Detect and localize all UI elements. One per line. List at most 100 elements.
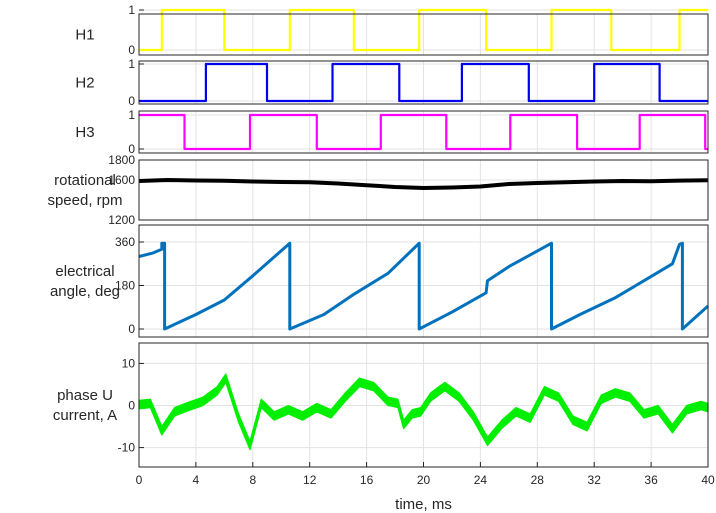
data-point bbox=[678, 243, 681, 246]
data-point bbox=[394, 186, 396, 188]
x-tick-label: 0 bbox=[136, 473, 143, 487]
data-point bbox=[528, 63, 530, 65]
x-tick-label: 28 bbox=[531, 473, 545, 487]
data-point bbox=[681, 242, 683, 244]
data-point bbox=[289, 328, 291, 330]
data-point bbox=[183, 148, 186, 150]
data-point bbox=[398, 63, 400, 65]
axes-frame bbox=[138, 60, 709, 105]
data-point bbox=[205, 63, 207, 65]
data-point bbox=[252, 180, 254, 183]
data-point bbox=[161, 9, 163, 11]
data-point bbox=[418, 9, 420, 11]
data-point bbox=[622, 180, 624, 182]
data-point bbox=[289, 9, 291, 11]
data-point bbox=[614, 296, 617, 299]
y-tick-label: 180 bbox=[115, 279, 135, 293]
data-point bbox=[550, 242, 553, 244]
data-point bbox=[418, 242, 420, 244]
data-point bbox=[223, 180, 225, 182]
data-point bbox=[216, 390, 218, 392]
data-point bbox=[593, 100, 595, 102]
data-point bbox=[309, 181, 311, 183]
series-line bbox=[139, 8, 708, 52]
data-point bbox=[643, 280, 645, 282]
data-point bbox=[486, 440, 489, 442]
y-axis-label: phase U bbox=[57, 387, 113, 404]
y-tick-label: 1200 bbox=[108, 213, 135, 227]
panel-phase-u-current: -10 0 10 phase U current, A 0 4 8 12 16 20 24 28 32 36… bbox=[53, 342, 715, 513]
data-point bbox=[593, 63, 595, 65]
axes-frame bbox=[138, 159, 709, 221]
data-point bbox=[678, 180, 681, 182]
x-axis-label: time, ms bbox=[395, 496, 452, 513]
data-point bbox=[579, 313, 581, 316]
panel-h3: 0 1 H3 bbox=[75, 108, 709, 156]
data-point bbox=[485, 9, 487, 11]
data-point bbox=[445, 114, 447, 116]
data-point bbox=[681, 328, 683, 330]
data-point bbox=[650, 180, 652, 182]
y-axis-label: angle, deg bbox=[50, 283, 120, 300]
y-tick-label: 1 bbox=[128, 3, 135, 17]
y-tick-label: 1800 bbox=[108, 153, 135, 167]
data-point bbox=[593, 180, 595, 183]
data-point bbox=[195, 313, 197, 316]
data-point bbox=[273, 415, 275, 417]
data-point bbox=[223, 299, 225, 301]
data-point bbox=[485, 49, 487, 51]
y-axis-label: speed, rpm bbox=[47, 192, 122, 209]
data-point bbox=[657, 409, 659, 411]
data-point bbox=[472, 415, 474, 417]
data-point bbox=[249, 114, 251, 116]
y-tick-label: 1 bbox=[128, 57, 135, 71]
data-point bbox=[316, 114, 318, 116]
data-point bbox=[164, 328, 166, 330]
y-tick-label: 0 bbox=[128, 322, 135, 336]
x-tick-label: 36 bbox=[644, 473, 658, 487]
data-point bbox=[280, 181, 282, 183]
data-point bbox=[509, 148, 511, 150]
data-point bbox=[344, 396, 346, 398]
data-point bbox=[202, 400, 204, 402]
axes-frame bbox=[138, 224, 709, 338]
data-point bbox=[600, 398, 602, 400]
data-point bbox=[461, 63, 463, 65]
data-point bbox=[358, 381, 361, 383]
data-point bbox=[536, 182, 538, 184]
data-point bbox=[260, 402, 262, 404]
data-point bbox=[249, 444, 251, 447]
y-tick-label: 0 bbox=[128, 94, 135, 108]
data-point bbox=[152, 252, 154, 254]
data-point bbox=[331, 63, 334, 65]
data-point bbox=[366, 184, 368, 186]
x-tick-label: 4 bbox=[193, 473, 200, 487]
y-axis-label: H3 bbox=[75, 124, 94, 141]
data-point bbox=[671, 428, 674, 430]
data-point bbox=[353, 49, 355, 51]
data-point bbox=[289, 242, 291, 244]
data-point bbox=[614, 392, 617, 394]
data-point bbox=[451, 186, 453, 189]
panel-h2: 0 1 H2 bbox=[75, 57, 709, 108]
x-tick-label: 32 bbox=[588, 473, 602, 487]
data-point bbox=[610, 9, 612, 11]
data-point bbox=[485, 292, 487, 294]
data-point bbox=[266, 100, 268, 102]
data-point bbox=[704, 148, 706, 150]
data-point bbox=[486, 280, 489, 282]
data-point bbox=[402, 423, 405, 426]
data-point bbox=[576, 114, 578, 116]
data-point bbox=[659, 100, 661, 102]
data-point bbox=[353, 9, 355, 11]
data-point bbox=[550, 49, 553, 51]
data-point bbox=[678, 9, 681, 11]
data-point bbox=[330, 413, 332, 415]
data-point bbox=[529, 417, 531, 419]
data-point bbox=[316, 407, 318, 409]
data-point bbox=[610, 49, 612, 51]
data-point bbox=[323, 313, 325, 316]
data-point bbox=[418, 328, 420, 330]
